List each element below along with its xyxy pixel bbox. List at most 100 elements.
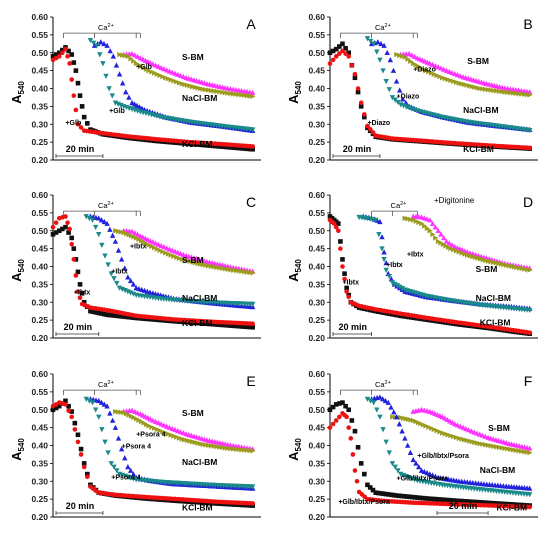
data-point	[441, 66, 447, 72]
data-point	[71, 246, 77, 251]
data-point	[250, 501, 255, 506]
y-tick-label: 0.55	[31, 208, 48, 218]
ca-label: Ca2+	[391, 201, 407, 210]
data-point	[349, 418, 355, 423]
y-tick-label: 0.50	[308, 226, 325, 236]
data-point	[448, 77, 454, 84]
data-point	[392, 464, 398, 470]
series-0	[398, 50, 533, 95]
data-point	[376, 232, 382, 238]
data-point	[460, 424, 466, 430]
data-point	[348, 436, 354, 441]
data-point	[230, 446, 237, 452]
data-point	[231, 323, 237, 329]
data-point	[420, 495, 426, 501]
data-point	[389, 280, 396, 286]
data-point	[507, 90, 514, 96]
y-tick-label: 0.35	[31, 279, 48, 289]
data-point	[376, 490, 381, 496]
panel-letter: E	[246, 373, 255, 389]
data-point	[115, 435, 122, 441]
y-tick-label: 0.55	[31, 30, 48, 40]
data-point	[524, 91, 530, 98]
data-point	[358, 461, 364, 466]
data-point	[146, 423, 152, 429]
y-tick-label: 0.55	[308, 387, 325, 397]
y-axis-label: A540	[9, 438, 26, 461]
series-label: S-BM	[182, 52, 204, 62]
data-point	[491, 500, 497, 506]
data-point	[247, 447, 253, 454]
treatment-annotation: +Glb	[109, 108, 125, 115]
data-point	[101, 218, 108, 225]
data-point	[79, 291, 85, 296]
data-point	[527, 504, 532, 510]
series-label: NaCl-BM	[480, 465, 515, 475]
data-point	[103, 73, 109, 79]
treatment-annotation: +Ibtx	[342, 279, 359, 286]
y-tick-label: 0.50	[31, 405, 48, 415]
data-point	[245, 324, 250, 330]
data-point	[134, 53, 141, 59]
y-tick-label: 0.55	[31, 387, 48, 397]
y-tick-label: 0.20	[31, 155, 48, 165]
data-point	[118, 229, 124, 235]
data-point	[79, 104, 85, 109]
data-point	[249, 484, 256, 490]
data-point	[249, 301, 256, 307]
data-point	[228, 323, 234, 328]
data-point	[81, 114, 87, 120]
y-tick-label: 0.30	[308, 297, 325, 307]
data-point	[463, 425, 469, 432]
y-tick-label: 0.35	[308, 458, 325, 468]
data-point	[429, 61, 436, 67]
data-point	[108, 461, 114, 467]
series-5	[50, 214, 255, 327]
data-point	[355, 444, 361, 450]
series-label: S-BM	[488, 423, 510, 433]
treatment-annotation: +Diazo	[367, 120, 390, 127]
panel-D: 0.20 0.25 0.30 0.35 0.40 0.45 0.50 0.55 0.60 A540…	[286, 190, 538, 343]
data-point	[86, 215, 93, 222]
data-point	[491, 87, 497, 94]
data-point	[453, 434, 460, 441]
series-label: NaCl-BM	[182, 93, 217, 103]
data-point	[247, 93, 253, 99]
data-point	[416, 219, 422, 226]
data-point	[494, 444, 500, 450]
y-tick-label: 0.35	[31, 458, 48, 468]
data-point	[244, 269, 251, 275]
y-tick-label: 0.20	[31, 333, 48, 343]
scale-bar-label: 20 min	[64, 322, 93, 332]
series-1	[113, 228, 256, 276]
data-point	[434, 427, 440, 434]
y-tick-label: 0.45	[31, 66, 48, 76]
treatment-annotation: +Glb	[65, 120, 81, 127]
data-point	[174, 254, 180, 260]
data-point	[77, 93, 83, 98]
y-tick-label: 0.45	[308, 66, 325, 76]
data-point	[432, 473, 439, 479]
data-point	[346, 50, 352, 56]
series-3	[364, 396, 533, 498]
data-point	[163, 250, 169, 256]
data-point	[228, 267, 234, 273]
data-point	[165, 76, 171, 82]
data-point	[102, 253, 108, 259]
data-point	[211, 88, 217, 94]
series-5	[327, 411, 532, 510]
data-point	[96, 215, 102, 221]
data-point	[158, 421, 164, 427]
treatment-annotation: +Glb/Ibtx/Psora	[397, 476, 449, 483]
ca-label: Ca2+	[98, 201, 114, 210]
data-point	[432, 224, 439, 230]
data-point	[396, 87, 403, 93]
data-point	[129, 228, 135, 234]
data-point	[336, 228, 341, 234]
y-tick-label: 0.50	[31, 226, 48, 236]
data-point	[116, 71, 123, 77]
data-point	[374, 407, 380, 413]
y-tick-label: 0.25	[308, 315, 325, 325]
data-point	[215, 143, 221, 149]
y-tick-label: 0.40	[31, 441, 48, 451]
